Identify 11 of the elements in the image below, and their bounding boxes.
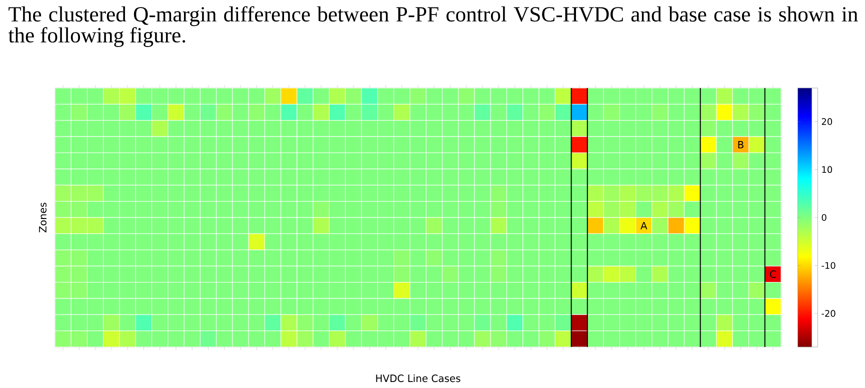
color-bar-label: 10	[822, 166, 832, 173]
y-axis-title: Zones	[39, 202, 46, 232]
data-label: B	[738, 141, 744, 148]
data-label: A	[640, 222, 648, 230]
color-bar-label: 0	[822, 214, 826, 221]
color-bar-label: -10	[822, 262, 836, 269]
color-bar-label: -20	[822, 310, 836, 317]
data-label: C	[770, 270, 776, 278]
color-bar-label: 20	[822, 118, 832, 125]
x-axis-title: HVDC Line Cases	[376, 374, 460, 382]
chart-title: The clustered Q-margin difference between P-PF control VSC-HVDC and base case is shown in the following figure.	[8, 6, 858, 48]
